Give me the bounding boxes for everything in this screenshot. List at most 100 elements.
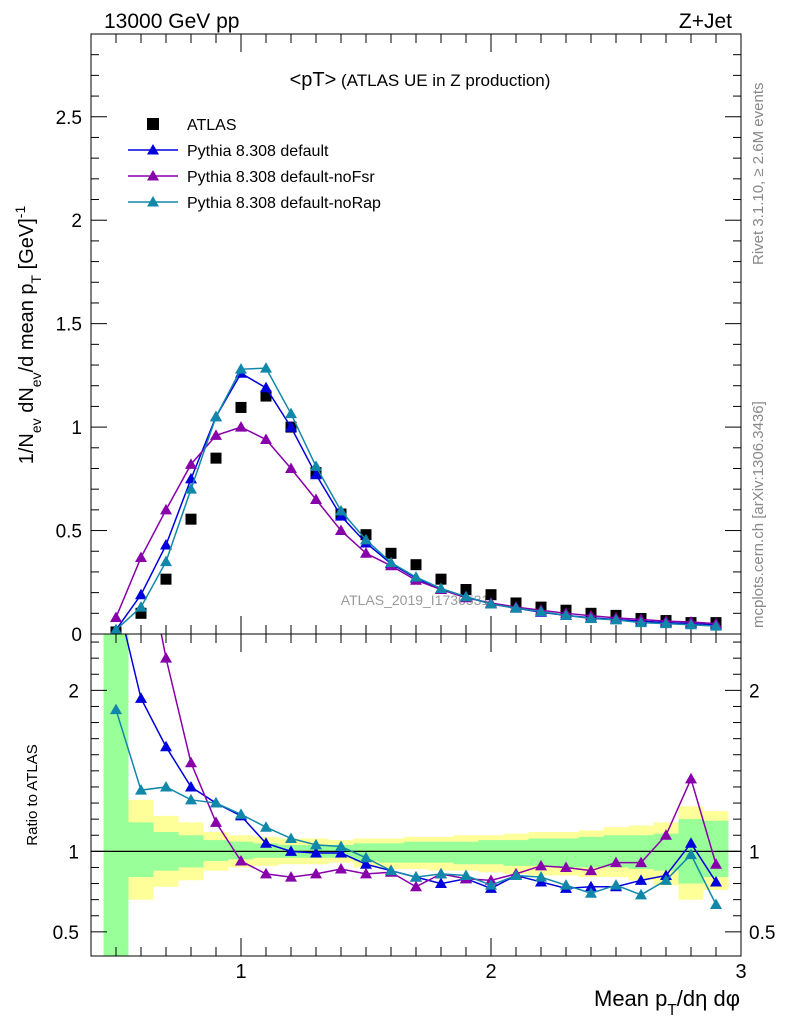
ratio-data-point	[285, 871, 297, 882]
main-data-point	[435, 582, 447, 593]
ratio-data-point	[635, 874, 647, 885]
x-axis-label: Mean pT/dη dφ	[594, 986, 740, 1019]
ratio-data-point	[285, 832, 297, 843]
ratio-data-point	[335, 863, 347, 874]
legend-entry: Pythia 8.308 default-noFsr	[128, 169, 375, 186]
ratio-data-point	[160, 780, 172, 792]
main-data-point	[260, 381, 272, 393]
ratio-data-point	[135, 784, 147, 795]
main-data-point	[310, 460, 322, 471]
main-data-point	[360, 547, 372, 558]
chart-title: <pT> (ATLAS UE in Z production)	[290, 69, 551, 91]
main-data-point	[585, 612, 597, 623]
ratio-data-point	[635, 888, 647, 900]
ratio-y-tick-label: 2	[68, 681, 79, 702]
legend: ATLAS Pythia 8.308 default Pythia 8.308 de…	[128, 117, 381, 212]
ratio-data-point	[585, 864, 597, 876]
ratio-data-point	[335, 846, 347, 858]
main-series	[110, 362, 722, 634]
ratio-data-point	[685, 772, 697, 784]
main-y-tick-label: 1.5	[56, 315, 82, 336]
ratio-data-point	[185, 756, 197, 768]
ratio-data-point	[635, 856, 647, 868]
header-right-label: Z+Jet	[679, 10, 732, 33]
ratio-y-tick-label-right: 2	[749, 681, 760, 702]
x-tick-label: 2	[485, 961, 496, 983]
x-tick-label: 3	[735, 961, 746, 983]
main-data-point	[235, 401, 247, 413]
main-data-point	[510, 602, 522, 613]
main-data-point	[460, 590, 472, 602]
ratio-data-point	[185, 793, 197, 805]
legend-label: Pythia 8.308 default-noFsr	[187, 169, 375, 186]
legend-entry: Pythia 8.308 default-noRap	[128, 195, 381, 212]
legend-entry: ATLAS	[147, 117, 237, 134]
ratio-data-point	[660, 829, 672, 840]
ratio-data-point	[485, 879, 497, 890]
main-data-point	[210, 429, 222, 440]
ratio-y-tick-label-right: 1	[749, 842, 760, 863]
legend-entry: Pythia 8.308 default	[128, 143, 329, 160]
main-data-point	[160, 555, 172, 567]
main-data-point	[485, 598, 497, 609]
legend-marker	[147, 196, 159, 207]
ratio-data-point	[435, 877, 447, 889]
ratio-data-point	[335, 840, 347, 852]
ratio-data-point	[360, 858, 372, 869]
main-series-group	[110, 362, 722, 634]
green-band-bin	[378, 843, 404, 863]
ratio-data-point	[260, 867, 272, 879]
ratio-panel: 0.5 0.5 1 1 2 2 1 2 3 Ratio to ATLAS Mean pT/dη…	[24, 633, 776, 1019]
main-y-tick-label: 1	[71, 418, 82, 439]
ratio-data-point	[535, 859, 547, 871]
main-data-point	[210, 452, 222, 464]
main-data-point	[235, 421, 247, 432]
main-y-tick-label: 2	[71, 211, 82, 232]
ratio-data-point	[210, 797, 222, 808]
ratio-data-point	[710, 898, 722, 909]
main-data-point	[435, 573, 447, 585]
ratio-data-point	[260, 837, 272, 848]
ratio-data-point	[360, 851, 372, 863]
main-data-point	[285, 407, 297, 419]
ratio-series-group	[110, 634, 722, 909]
green-band-bin	[103, 634, 129, 956]
ratio-series	[110, 703, 722, 909]
ratio-data-point	[585, 880, 597, 892]
ratio-y-tick-labels: 0.5 0.5 1 1 2 2	[53, 681, 776, 944]
rivet-version-label: Rivet 3.1.10, ≥ 2.6M events	[750, 83, 767, 266]
main-data-point	[635, 616, 647, 628]
ratio-data-point	[160, 652, 172, 663]
main-data-point	[110, 611, 122, 622]
ratio-data-point	[435, 867, 447, 879]
ratio-data-point	[285, 845, 297, 856]
main-data-point	[560, 609, 572, 620]
ratio-data-point	[660, 874, 672, 885]
main-data-point	[285, 421, 297, 432]
ratio-data-point	[160, 740, 172, 752]
ratio-data-point	[710, 858, 722, 869]
green-band-bin	[453, 841, 479, 865]
legend-label: Pythia 8.308 default	[187, 143, 329, 160]
ratio-data-point	[535, 871, 547, 882]
main-data-point	[410, 571, 422, 582]
main-data-point	[535, 605, 547, 617]
main-data-point	[385, 556, 397, 568]
main-data-point	[460, 584, 472, 596]
main-data-point	[135, 601, 147, 612]
main-data-point	[235, 363, 247, 374]
main-data-point	[660, 617, 672, 629]
main-data-point	[335, 504, 347, 516]
main-data-point	[135, 588, 147, 600]
main-data-point	[310, 493, 322, 505]
main-y-axis-label: 1/Nev dNev/d mean pT [GeV]-1	[12, 206, 44, 465]
main-data-point	[185, 483, 197, 494]
ratio-data-point	[685, 837, 697, 848]
ratio-y-tick-label: 0.5	[53, 923, 79, 944]
ratio-y-tick-label: 1	[68, 842, 79, 863]
ratio-data-point	[235, 808, 247, 819]
ratio-data-point	[110, 703, 122, 715]
ratio-data-point	[410, 880, 422, 892]
main-y-tick-label: 0.5	[56, 522, 82, 543]
